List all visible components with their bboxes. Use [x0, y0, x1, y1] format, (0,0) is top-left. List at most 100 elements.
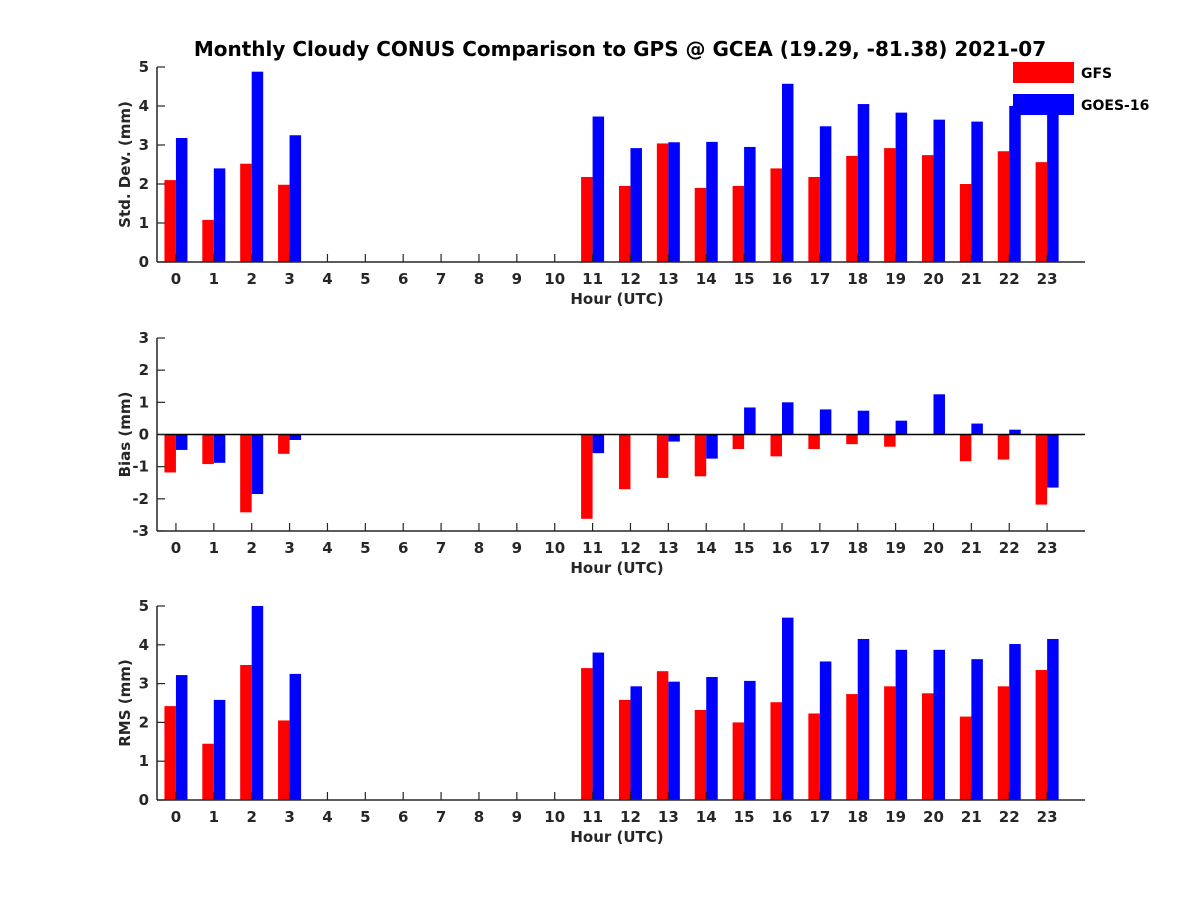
bar — [884, 686, 896, 800]
bar — [289, 673, 302, 800]
x-tick-label: 22 — [999, 270, 1020, 288]
series-goes-16 — [175, 606, 1059, 800]
bar — [959, 434, 972, 462]
bar — [213, 434, 226, 463]
bar — [971, 423, 983, 435]
bar — [164, 180, 176, 262]
y-tick-label: 2 — [139, 713, 149, 731]
bar — [592, 434, 605, 454]
legend-label: GOES-16 — [1081, 98, 1149, 114]
bar — [959, 716, 972, 800]
bar — [921, 155, 934, 262]
bar — [240, 664, 252, 800]
x-tick-label: 3 — [284, 539, 294, 557]
bar — [592, 652, 605, 800]
bar — [884, 434, 896, 447]
bar — [694, 187, 707, 262]
x-tick-label: 17 — [809, 270, 830, 288]
y-tick-label: 2 — [139, 175, 149, 193]
y-tick-label: 3 — [139, 675, 149, 693]
x-tick-label: 17 — [809, 539, 830, 557]
bar — [732, 434, 745, 449]
x-tick-label: 15 — [734, 539, 755, 557]
x-tick-label: 8 — [474, 539, 484, 557]
bar — [1047, 434, 1059, 488]
bar — [618, 185, 631, 262]
bar — [202, 743, 214, 800]
y-tick-label: 1 — [139, 393, 149, 411]
x-tick-label: 2 — [246, 539, 256, 557]
x-tick-label: 23 — [1037, 808, 1058, 826]
y-tick-label: 3 — [139, 329, 149, 347]
x-tick-label: 7 — [436, 270, 446, 288]
bar — [770, 702, 782, 800]
x-tick-label: 17 — [809, 808, 830, 826]
bar — [694, 709, 707, 800]
x-tick-label: 18 — [847, 270, 868, 288]
bar — [278, 184, 290, 262]
bar — [744, 680, 756, 800]
y-tick-label: 2 — [139, 361, 149, 379]
bar — [630, 686, 642, 800]
bar — [819, 661, 832, 800]
x-tick-label: 16 — [772, 539, 793, 557]
bar — [202, 219, 214, 262]
bar — [164, 706, 176, 800]
bar — [581, 176, 593, 262]
bar — [846, 434, 858, 445]
bar — [933, 119, 945, 263]
x-tick-label: 23 — [1037, 270, 1058, 288]
bar — [656, 434, 669, 478]
bar — [808, 434, 820, 449]
bar — [895, 649, 908, 800]
bar — [278, 434, 290, 454]
bar — [846, 155, 858, 262]
bar — [744, 146, 756, 262]
bar — [175, 137, 188, 262]
bar — [581, 434, 593, 519]
x-tick-label: 6 — [398, 539, 408, 557]
bar — [175, 675, 188, 800]
bar — [781, 617, 794, 800]
y-tick-label: 5 — [139, 597, 149, 615]
y-tick-label: 4 — [139, 97, 149, 115]
bar — [770, 168, 782, 262]
x-tick-label: 7 — [436, 539, 446, 557]
bar — [1047, 638, 1059, 800]
bar — [668, 681, 680, 800]
x-tick-label: 1 — [209, 539, 219, 557]
bar — [289, 135, 302, 262]
x-tick-label: 0 — [171, 539, 181, 557]
y-tick-label: -3 — [132, 522, 149, 540]
x-tick-label: 7 — [436, 808, 446, 826]
bar — [770, 434, 782, 457]
x-tick-label: 14 — [696, 539, 717, 557]
bar — [618, 434, 631, 490]
y-tick-label: 0 — [139, 253, 149, 271]
x-tick-label: 14 — [696, 808, 717, 826]
bar — [251, 434, 264, 495]
x-tick-label: 3 — [284, 270, 294, 288]
y-tick-label: -2 — [132, 490, 149, 508]
x-tick-label: 5 — [360, 808, 370, 826]
x-tick-label: 9 — [512, 539, 522, 557]
bar — [819, 126, 832, 262]
x-tick-label: 11 — [582, 539, 603, 557]
x-tick-label: 21 — [961, 270, 982, 288]
x-tick-label: 13 — [658, 808, 679, 826]
series-gfs — [164, 434, 1048, 519]
x-tick-label: 11 — [582, 808, 603, 826]
x-tick-label: 8 — [474, 808, 484, 826]
bar — [202, 434, 214, 465]
bar — [581, 668, 593, 800]
bar — [656, 671, 669, 800]
y-tick-label: 4 — [139, 636, 149, 654]
y-axis-label: Bias (mm) — [116, 392, 134, 478]
x-tick-label: 22 — [999, 539, 1020, 557]
bar — [213, 168, 226, 262]
bar — [240, 163, 252, 262]
x-tick-label: 10 — [544, 539, 565, 557]
chart-title: Monthly Cloudy CONUS Comparison to GPS @… — [194, 37, 1046, 61]
